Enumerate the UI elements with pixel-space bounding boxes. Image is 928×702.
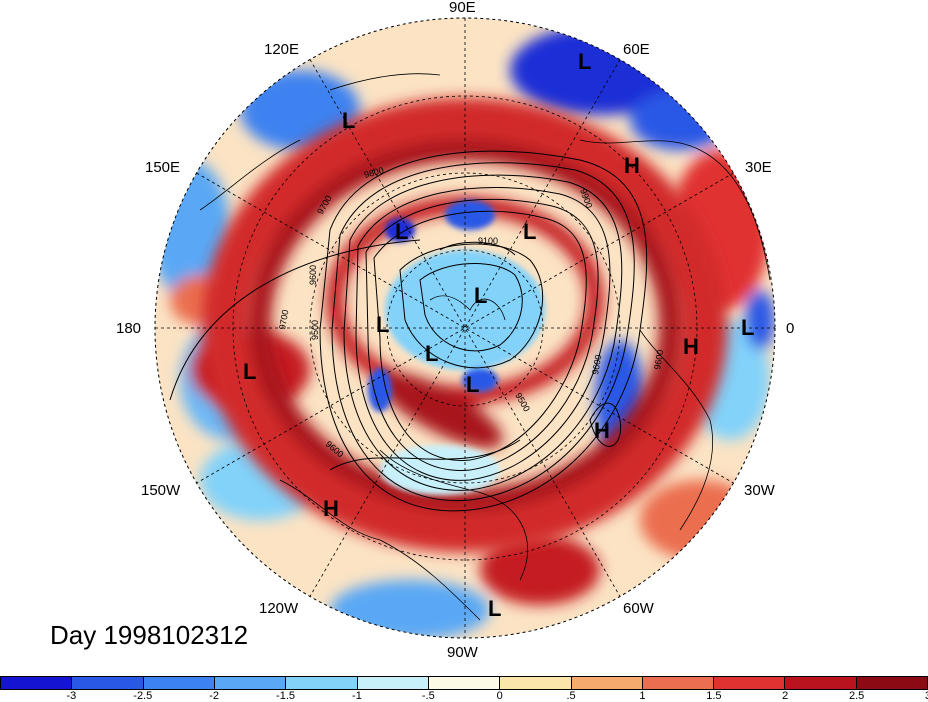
pressure-marker: H (624, 153, 640, 178)
lon-label-60e: 60E (623, 41, 650, 58)
colorbar-swatch (785, 677, 857, 689)
pressure-marker: L (376, 312, 390, 337)
contour-label: 9500 (310, 320, 320, 340)
lon-label-0: 0 (786, 320, 795, 337)
lon-label-30w: 30W (744, 482, 775, 499)
lon-label-30e: 30E (745, 159, 772, 176)
pressure-marker: H (683, 334, 699, 359)
colorbar-tick-label: 0 (496, 690, 503, 702)
pressure-marker: L (395, 219, 409, 244)
colorbar-swatch (428, 677, 501, 689)
pressure-marker: L (741, 315, 755, 340)
colorbar-swatch (500, 677, 572, 689)
pressure-marker: H (323, 496, 339, 521)
coastlines (199, 73, 771, 621)
contour-label: 9600 (590, 354, 603, 375)
colorbar (0, 676, 928, 690)
lon-label-150e: 150E (145, 159, 181, 176)
contour-label: 9600 (308, 265, 318, 285)
contour-label: 9600 (652, 349, 665, 370)
colorbar-tick-label: -1 (352, 690, 362, 702)
pressure-marker: L (466, 372, 480, 397)
graticule (155, 18, 775, 638)
colorbar-tick-label: 3 (925, 690, 928, 702)
contour-label: 9100 (478, 236, 498, 246)
pressure-marker: L (488, 596, 502, 621)
pressure-marker: L (523, 219, 537, 244)
pressure-marker: L (578, 49, 592, 74)
polar-stereographic-map: 9700 9800 9900 9500 9700 9600 9100 9600 … (154, 17, 776, 639)
pressure-marker: L (474, 283, 488, 308)
lon-label-150w: 150W (141, 482, 181, 499)
colorbar-tick-label: -2 (209, 690, 220, 702)
date-title: Day 1998102312 (50, 620, 249, 650)
colorbar-swatch (856, 677, 928, 689)
colorbar-tick-label: 1 (639, 690, 646, 702)
colorbar-swatch (286, 677, 358, 689)
lon-label-180: 180 (116, 320, 142, 337)
colorbar-tick-label: .5 (566, 690, 576, 702)
colorbar-tick-label: -2.5 (133, 690, 153, 702)
colorbar-tick-label: 2 (782, 690, 789, 702)
colorbar-tick-label: 1.5 (706, 690, 722, 702)
colorbar-swatch (143, 677, 215, 689)
pressure-marker: L (425, 341, 439, 366)
colorbar-swatch (357, 677, 429, 689)
colorbar-tick-label: -1.5 (276, 690, 296, 702)
colorbar-swatch (714, 677, 786, 689)
colorbar-tick-label: 2.5 (848, 690, 865, 702)
pressure-marker: H (594, 418, 610, 443)
colorbar-tick-label: -.5 (421, 690, 435, 702)
colorbar-swatch (72, 677, 144, 689)
pressure-marker: L (243, 359, 257, 384)
lon-label-90w: 90W (447, 644, 478, 661)
pressure-marker: L (342, 108, 356, 133)
contour-label: 9700 (277, 309, 290, 330)
lon-label-60w: 60W (623, 600, 654, 617)
colorbar-swatch (1, 677, 73, 689)
colorbar-swatch (571, 677, 643, 689)
lon-label-120e: 120E (264, 41, 300, 58)
lon-label-90e: 90E (449, 0, 476, 16)
colorbar-swatch (642, 677, 715, 689)
colorbar-tick-label: -3 (66, 690, 77, 702)
colorbar-swatch (214, 677, 287, 689)
lon-label-120w: 120W (259, 600, 299, 617)
map-boundary (154, 17, 776, 639)
